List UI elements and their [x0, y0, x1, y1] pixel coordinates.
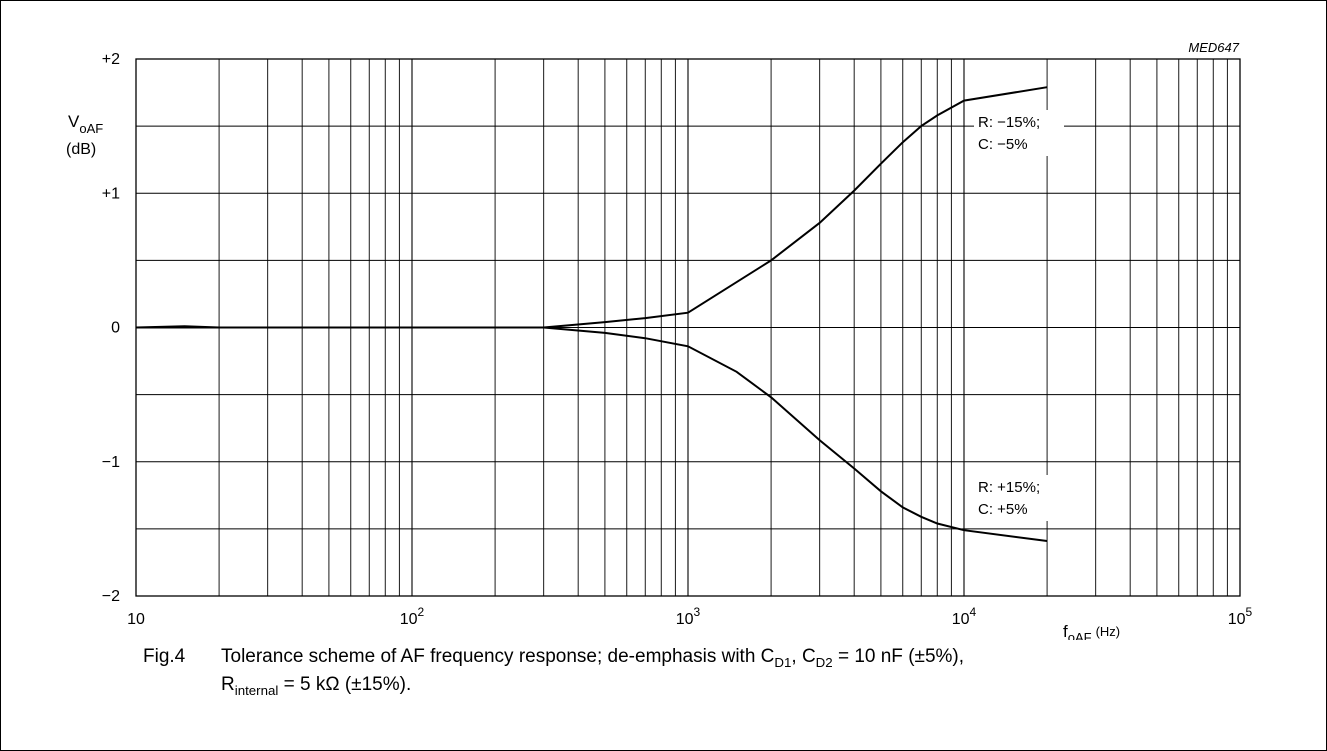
- series-label-background: [974, 475, 1064, 521]
- series-curve-2: [136, 326, 1048, 542]
- y-tick-label: −2: [102, 588, 120, 605]
- y-tick-label: 0: [111, 320, 120, 337]
- caption-text-5: = 5 kΩ (±15%).: [278, 674, 412, 695]
- caption-text-1: Tolerance scheme of AF frequency respons…: [221, 646, 775, 667]
- figure-number: Fig.4: [143, 646, 186, 667]
- chart-grid: [136, 59, 1240, 596]
- caption-text-3: = 10 nF (±5%),: [832, 646, 965, 667]
- caption-text-2: , C: [791, 646, 816, 667]
- figure-code: MED647: [1188, 40, 1239, 55]
- caption-sub-cd2: D2: [815, 654, 833, 670]
- chart-curves: [135, 86, 1048, 542]
- chart-labels: +2 +1 0 −1 −2 10 102 103 104 105 MED647 VoAF (dB) foA…: [66, 40, 1253, 640]
- x-axis-label: foAF (Hz): [1063, 622, 1120, 640]
- frequency-response-chart: +2 +1 0 −1 −2 10 102 103 104 105 MED647 VoAF (dB) foA…: [66, 40, 1253, 640]
- caption-sub-internal: internal: [234, 682, 279, 698]
- series-label-line2: C: +5%: [978, 501, 1028, 518]
- caption-sub-cd1: D1: [774, 654, 792, 670]
- x-tick-label: 103: [676, 605, 701, 628]
- x-tick-label: 105: [1228, 605, 1253, 628]
- series-curve-1: [135, 86, 1048, 329]
- y-tick-label: −1: [102, 454, 120, 471]
- x-tick-label: 10: [127, 611, 145, 628]
- x-tick-label: 104: [952, 605, 977, 628]
- y-axis-label: VoAF: [68, 112, 103, 136]
- caption-text-4: R: [221, 674, 235, 695]
- series-label-line1: R: −15%;: [978, 114, 1040, 131]
- x-tick-label: 102: [400, 605, 425, 628]
- y-tick-label: +1: [102, 185, 120, 202]
- figure-caption: Fig.4 Tolerance scheme of AF frequency re…: [143, 643, 1283, 699]
- series-label-line1: R: +15%;: [978, 479, 1040, 496]
- series-label-line2: C: −5%: [978, 136, 1028, 153]
- series-label-background: [974, 110, 1064, 156]
- y-tick-label: +2: [102, 51, 120, 68]
- y-axis-unit: (dB): [66, 141, 96, 158]
